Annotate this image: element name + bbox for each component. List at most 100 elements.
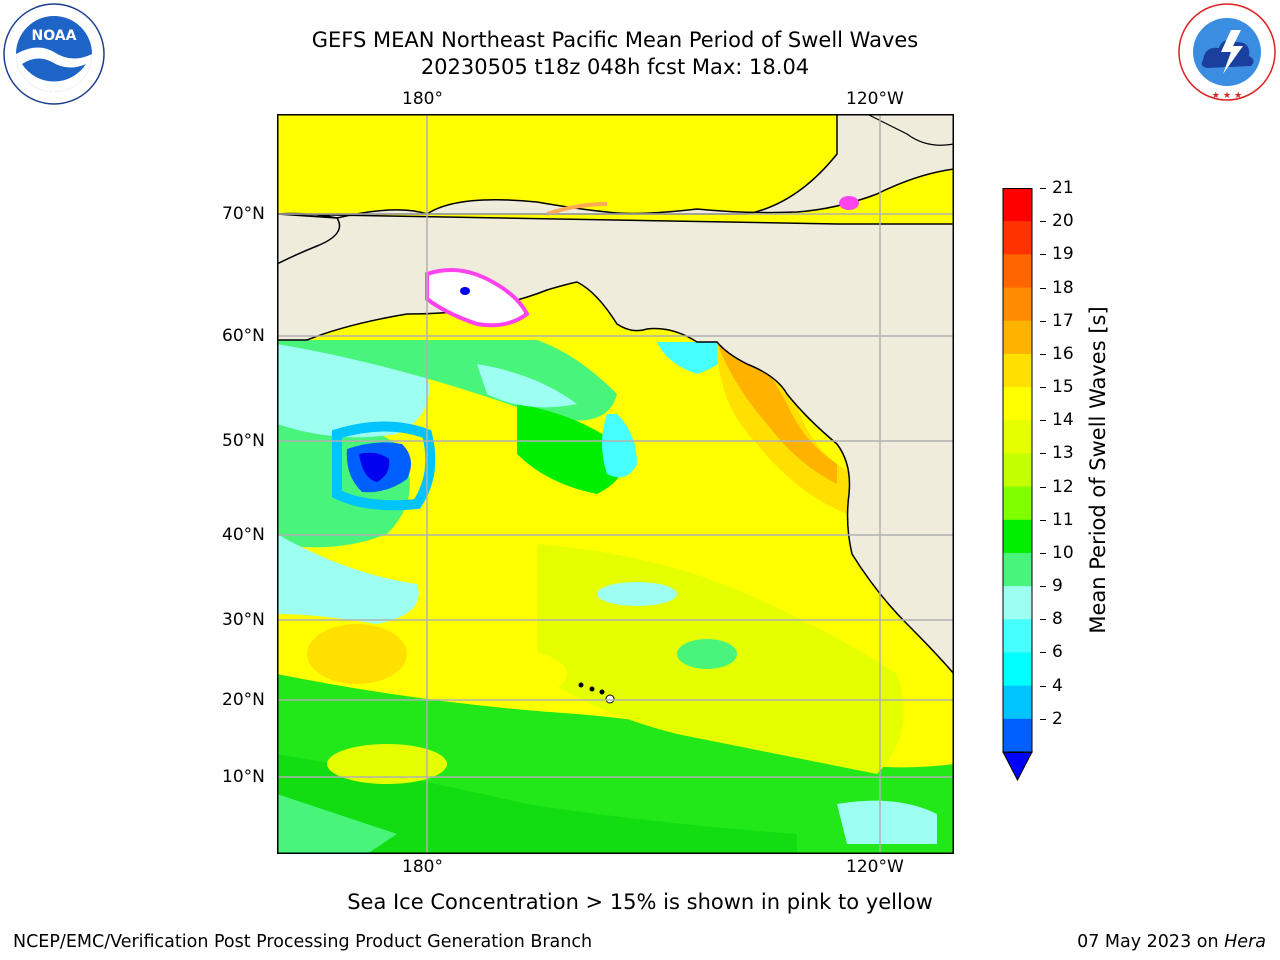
lon-label-top-180: 180° [402, 89, 443, 109]
colorbar-tick-mark [1040, 652, 1046, 654]
colorbar-segment [1003, 420, 1032, 454]
swell-zone-cyan-aleutian [477, 364, 577, 408]
swell-zone-cyan-se [837, 800, 937, 844]
colorbar-tick-mark [1040, 188, 1046, 189]
swell-zone-yellow-s [447, 649, 567, 699]
colorbar-tick-label: 12 [1052, 476, 1074, 497]
colorbar-tick-mark [1040, 254, 1046, 256]
colorbar-tick-mark [1040, 552, 1046, 554]
colorbar-tick-mark [1040, 353, 1046, 355]
swell-zone-green-mid [517, 404, 624, 494]
lon-label-bottom-180: 180° [402, 857, 443, 877]
sea-ice-chukchi [546, 202, 608, 216]
colorbar-tick-label: 11 [1052, 509, 1074, 530]
colorbar-segment [1003, 586, 1032, 620]
colorbar-tick-mark [1040, 221, 1046, 223]
colorbar-label: Mean Period of Swell Waves [s] [1086, 306, 1110, 634]
colorbar-segment [1003, 519, 1032, 554]
swell-zone-darkblue-low [359, 452, 390, 482]
colorbar-tick-label: 20 [1052, 211, 1074, 232]
colorbar-tick-label: 18 [1052, 277, 1074, 298]
colorbar-tick-label: 21 [1052, 178, 1074, 198]
colorbar-tick-mark [1040, 718, 1046, 720]
colorbar-tick-mark [1040, 453, 1046, 455]
footer-credit: NCEP/EMC/Verification Post Processing Pr… [13, 932, 593, 952]
colorbar-segment [1003, 619, 1032, 653]
colorbar-segment [1003, 387, 1032, 421]
colorbar-tick-label: 2 [1052, 708, 1063, 729]
sea-ice-note: Sea Ice Concentration > 15% is shown in … [347, 890, 933, 914]
land-siberia [277, 213, 341, 265]
colorbar-segment [1003, 353, 1032, 388]
lon-label-bottom-120w: 120°W [846, 857, 904, 877]
colorbar-segment [1003, 320, 1032, 355]
swell-zone-yellow-sw [307, 624, 407, 684]
colorbar-tick-label: 14 [1052, 410, 1074, 431]
colorbar-tick-mark [1040, 486, 1046, 488]
lat-label-60n: 60°N [222, 326, 265, 346]
chart-subtitle: 20230505 t18z 048h fcst Max: 18.04 [420, 55, 810, 79]
colorbar-segment [1003, 652, 1032, 687]
colorbar-tick-mark [1040, 519, 1046, 521]
swell-zone-lightblue-ring [332, 421, 436, 511]
map-frame [277, 114, 954, 854]
footer-date: 07 May 2023 on Hera [1077, 932, 1266, 952]
colorbar-segment [1003, 552, 1032, 587]
colorbar-tick-label: 9 [1052, 576, 1063, 597]
colorbar-tick-label: 19 [1052, 244, 1074, 265]
noaa-logo: NOAA [2, 2, 106, 106]
colorbar [1002, 188, 1042, 784]
lat-label-50n: 50°N [222, 431, 265, 451]
lat-label-30n: 30°N [222, 610, 265, 630]
swell-zone-lime-sw [327, 744, 447, 784]
swell-zone-green-hawaii-ne [677, 639, 737, 669]
colorbar-segment [1003, 685, 1032, 720]
swell-zone-orange-coast [717, 342, 837, 484]
colorbar-tick-mark [1040, 586, 1046, 588]
colorbar-tick-label: 16 [1052, 343, 1074, 364]
graticule [277, 114, 954, 854]
sea-ice-arctic [839, 196, 859, 210]
colorbar-tick-mark [1040, 287, 1046, 289]
colorbar-frame [1002, 188, 1033, 753]
colorbar-tick-mark [1040, 619, 1046, 621]
lat-label-40n: 40°N [222, 525, 265, 545]
colorbar-ticks: 21 20 19 18 17 16 15 14 13 12 11 10 9 8 6 4 2 [1040, 178, 1090, 770]
lat-label-70n: 70°N [222, 204, 265, 224]
colorbar-segment [1003, 287, 1032, 322]
lon-label-top-120w: 120°W [846, 89, 904, 109]
swell-zone-lightgreen-sw [277, 794, 397, 854]
noaa-logo-text: NOAA [32, 28, 77, 44]
colorbar-tick-label: 8 [1052, 609, 1063, 630]
colorbar-extend-arrow [1002, 751, 1033, 782]
sea-ice-blue-spot [460, 287, 470, 295]
swell-zone-cyan-gulf-north [657, 342, 737, 374]
sea-ice-bering [425, 268, 530, 328]
footer-host: Hera [1224, 932, 1266, 952]
colorbar-segment [1003, 486, 1032, 521]
colorbar-tick-label: 17 [1052, 310, 1074, 331]
footer-date-text: 07 May 2023 on [1077, 932, 1225, 952]
hawaii-islands [578, 682, 615, 704]
colorbar-tick-label: 15 [1052, 377, 1074, 398]
colorbar-segment [1003, 188, 1032, 222]
swell-zone-cyan-west [277, 534, 419, 624]
colorbar-segment [1003, 453, 1032, 488]
swell-period-map [277, 114, 954, 854]
nws-logo: ★ ★ ★ [1175, 2, 1279, 106]
chart-title: GEFS MEAN Northeast Pacific Mean Period … [311, 28, 919, 52]
colorbar-segment [1003, 254, 1032, 289]
colorbar-tick-label: 13 [1052, 443, 1074, 464]
colorbar-tick-label: 6 [1052, 642, 1063, 663]
colorbar-segment [1003, 718, 1032, 753]
lat-label-10n: 10°N [222, 767, 265, 787]
colorbar-segment [1003, 221, 1032, 255]
svg-text:★ ★ ★: ★ ★ ★ [1212, 91, 1242, 101]
lat-label-20n: 20°N [222, 690, 265, 710]
colorbar-tick-mark [1040, 420, 1046, 422]
colorbar-tick-mark [1040, 685, 1046, 687]
swell-zone-cyan-mid [597, 582, 677, 606]
map-panel [277, 114, 954, 854]
colorbar-tick-label: 10 [1052, 542, 1074, 563]
colorbar-tick-mark [1040, 320, 1046, 322]
